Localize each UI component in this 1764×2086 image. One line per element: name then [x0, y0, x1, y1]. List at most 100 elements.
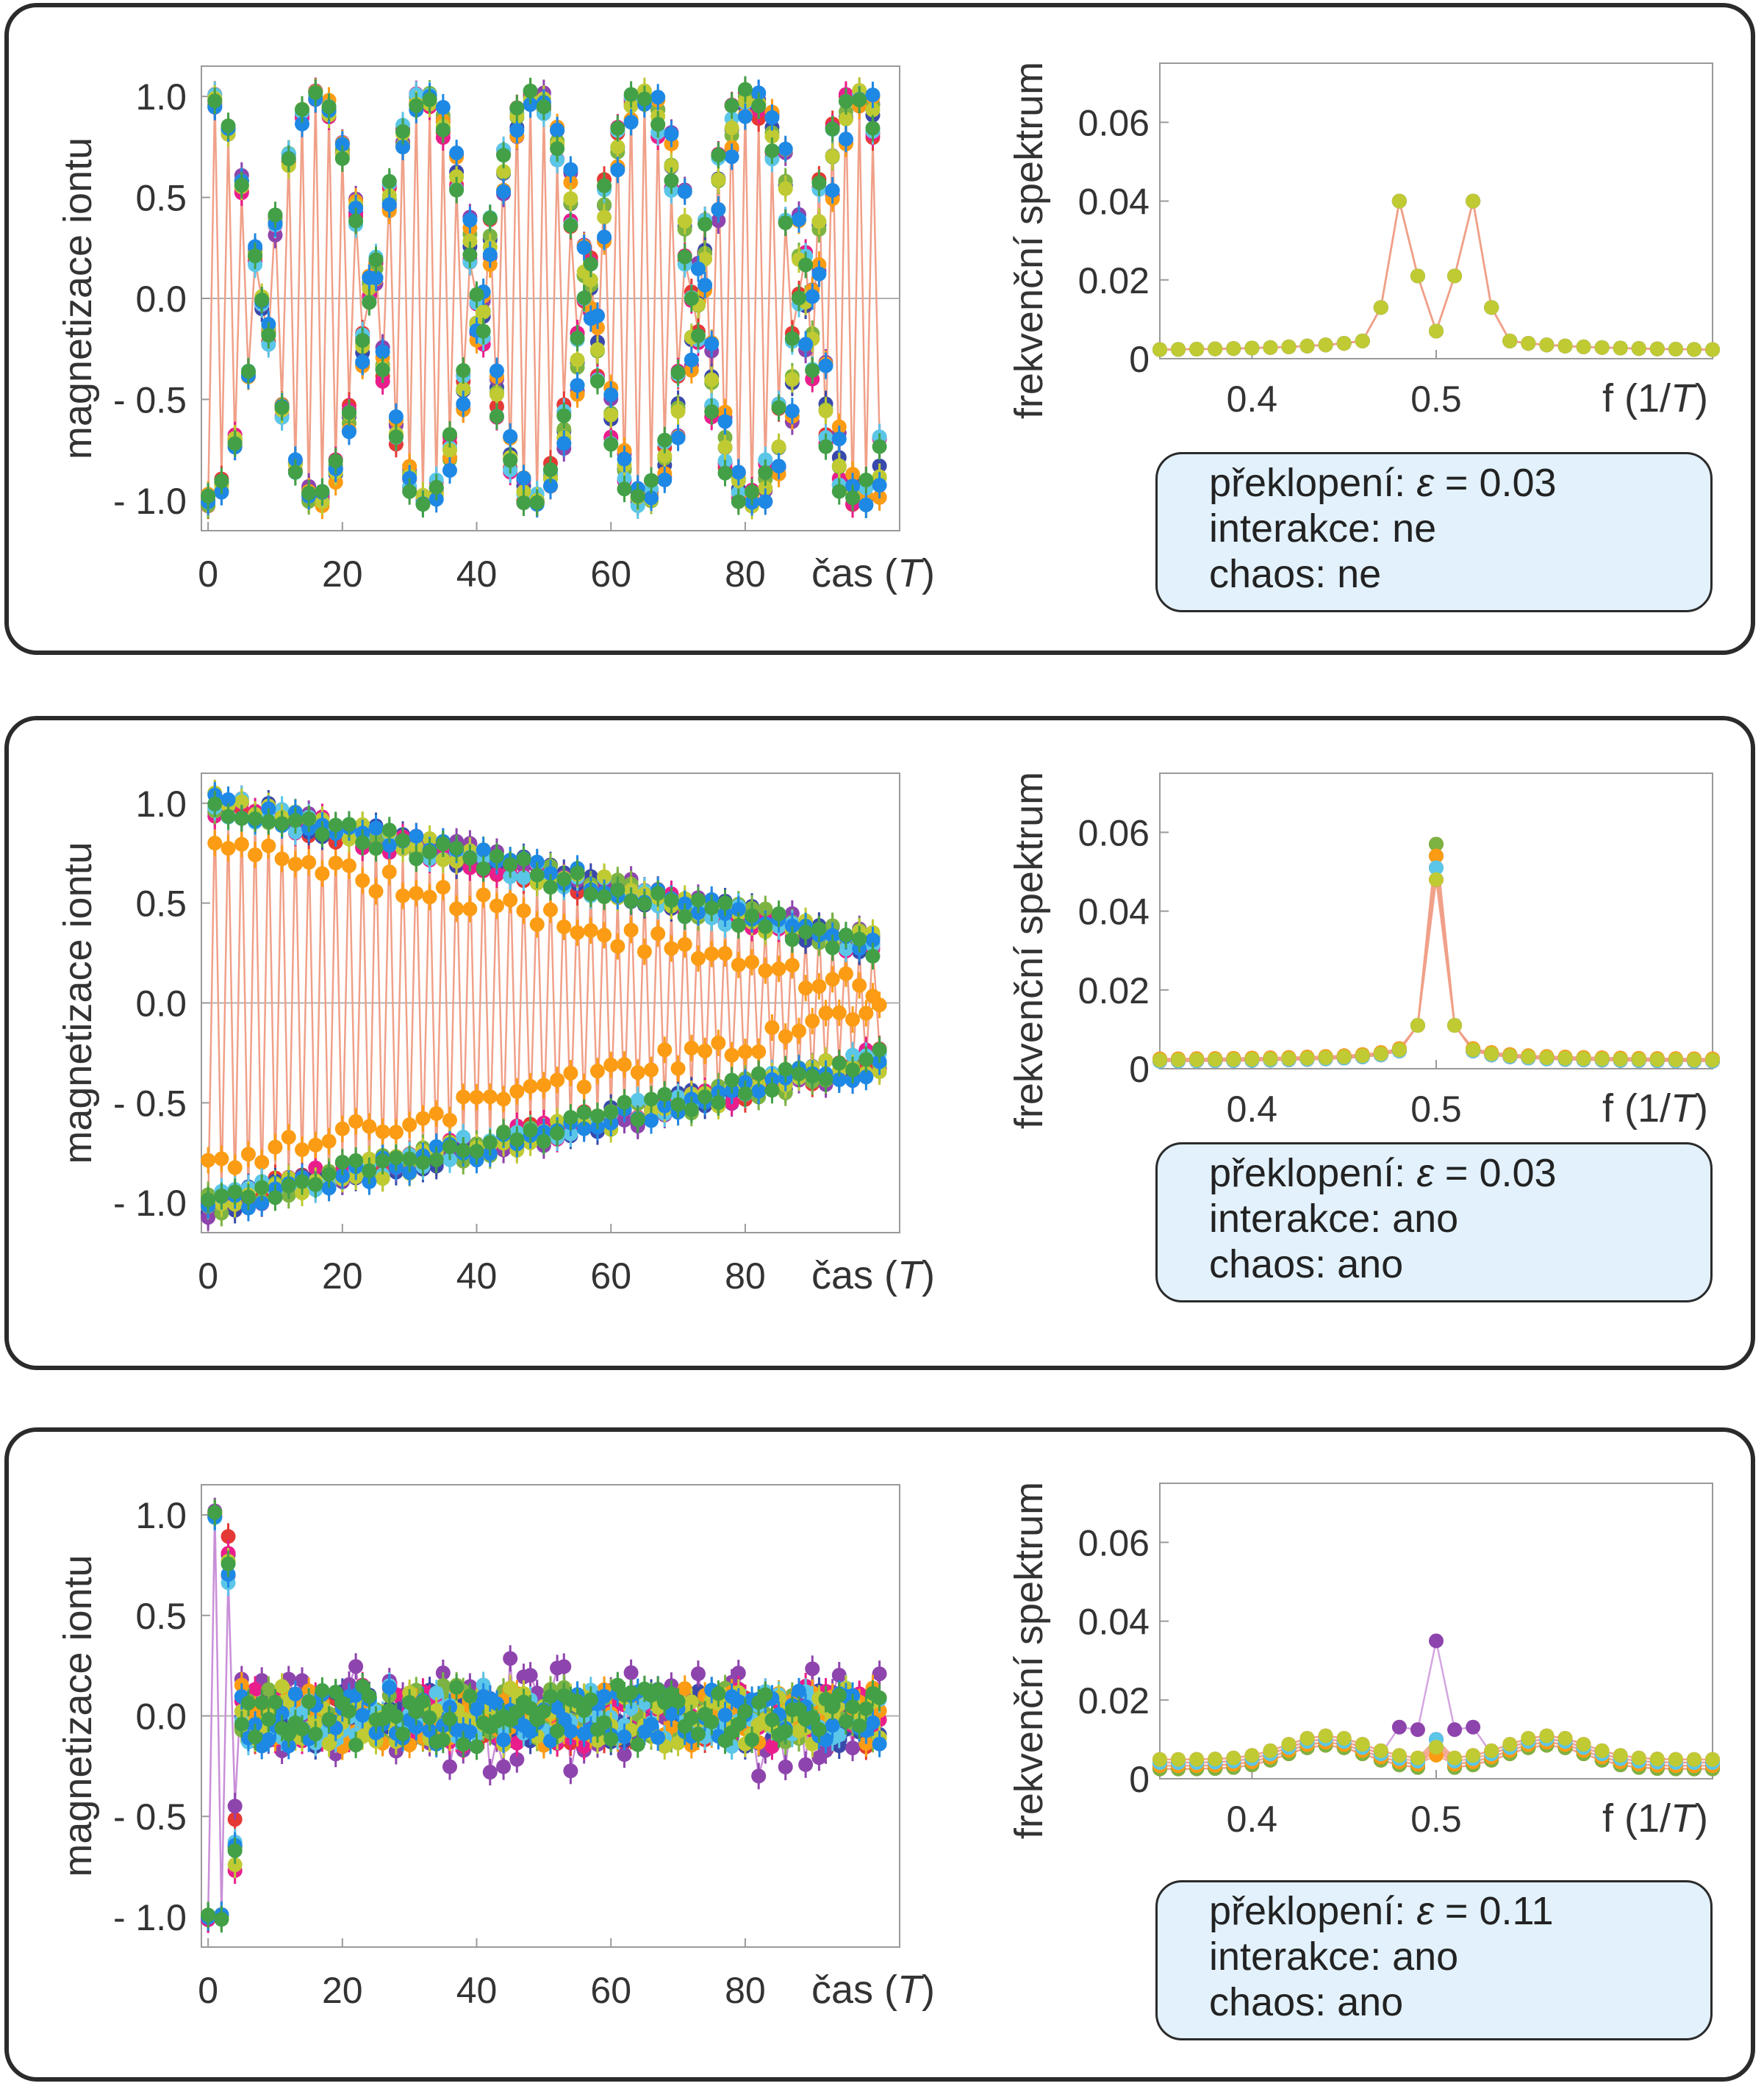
data-point	[584, 886, 598, 901]
data-point	[738, 1044, 753, 1059]
data-point	[214, 1189, 229, 1203]
spectrum-point	[1484, 300, 1499, 315]
data-point	[852, 978, 867, 993]
data-point	[624, 922, 639, 937]
data-point	[590, 1064, 605, 1078]
data-point	[442, 1139, 457, 1154]
data-point	[295, 102, 309, 117]
x-axis-label: f (1/T)	[1602, 1086, 1708, 1130]
data-point	[738, 82, 753, 97]
data-point	[852, 932, 867, 947]
y-axis-label: magnetizace iontu	[56, 137, 100, 459]
data-point	[369, 841, 384, 856]
data-point	[872, 1042, 887, 1057]
data-point	[684, 1041, 699, 1055]
data-point	[772, 440, 786, 454]
data-point	[617, 481, 631, 496]
data-point	[254, 1155, 269, 1169]
data-point	[671, 404, 686, 419]
data-point	[490, 363, 504, 378]
data-point	[798, 981, 813, 995]
x-tick-label: 0.4	[1227, 379, 1278, 420]
data-point	[617, 1057, 631, 1072]
spectrum-point	[1208, 342, 1222, 356]
spectrum-point	[1171, 342, 1186, 356]
data-point	[288, 857, 303, 872]
data-point	[590, 343, 605, 357]
data-point	[369, 884, 384, 899]
data-point	[563, 191, 578, 206]
data-point	[751, 98, 766, 113]
data-point	[228, 436, 243, 451]
data-point	[221, 841, 236, 856]
spectrum-point	[1355, 334, 1370, 348]
data-point	[845, 490, 860, 505]
data-point	[731, 495, 746, 509]
data-point	[301, 811, 316, 826]
data-point	[839, 94, 853, 109]
spectrum-point	[1171, 1053, 1186, 1067]
data-point	[811, 979, 826, 994]
data-point	[865, 87, 880, 102]
data-point	[664, 893, 678, 908]
chaos-line: chaos: ano	[1209, 1241, 1710, 1287]
y-tick-label: - 1.0	[113, 481, 187, 522]
spectrum-point	[1263, 1052, 1277, 1067]
data-point	[644, 1092, 659, 1106]
data-point	[449, 183, 464, 198]
data-point	[335, 1155, 350, 1169]
data-point	[650, 117, 665, 132]
data-point	[691, 892, 706, 907]
data-point	[476, 842, 491, 857]
data-point	[832, 1006, 847, 1020]
spectrum-point	[1668, 342, 1683, 356]
spectrum-point	[1355, 1048, 1370, 1063]
data-point	[470, 1090, 484, 1105]
x-tick-label: 0	[198, 1970, 218, 2011]
data-point	[805, 1069, 820, 1083]
data-point	[603, 1105, 618, 1119]
data-point	[207, 836, 222, 850]
data-point	[872, 997, 887, 1012]
data-point	[537, 99, 551, 114]
data-point	[490, 849, 504, 864]
data-point	[496, 148, 511, 162]
x-tick-label: 40	[456, 1970, 498, 2011]
data-point	[704, 947, 719, 961]
data-point	[678, 249, 692, 264]
data-point	[389, 1150, 404, 1165]
spectrum-point	[1521, 336, 1535, 351]
spectrum-point	[1687, 1053, 1702, 1067]
data-point	[509, 101, 524, 115]
data-point	[376, 1154, 390, 1169]
data-point	[389, 409, 404, 424]
data-point	[530, 917, 545, 932]
data-point	[362, 1119, 376, 1134]
data-point	[382, 197, 397, 212]
spectrum-point	[1208, 1053, 1222, 1067]
data-point	[825, 940, 840, 955]
spectrum-point	[1595, 340, 1610, 355]
data-point	[516, 870, 531, 885]
spectrum-point	[1705, 1053, 1720, 1067]
spectrum-point	[1650, 342, 1665, 356]
data-point	[650, 926, 665, 941]
data-point	[201, 489, 215, 503]
data-point	[785, 958, 800, 972]
data-point	[261, 328, 276, 343]
spectrum-point	[1521, 1050, 1535, 1064]
data-point	[725, 1073, 739, 1088]
y-tick-label: 0.06	[1078, 102, 1150, 143]
data-point	[462, 902, 477, 917]
data-point	[577, 240, 592, 255]
spectrum-point	[1300, 339, 1315, 354]
data-point	[725, 1048, 739, 1063]
data-point	[805, 289, 820, 304]
data-point	[423, 93, 437, 107]
data-point	[429, 1153, 444, 1167]
data-point	[738, 1086, 753, 1101]
data-point	[429, 480, 444, 495]
data-point	[671, 431, 686, 445]
data-point	[584, 923, 598, 938]
data-point	[678, 909, 692, 924]
